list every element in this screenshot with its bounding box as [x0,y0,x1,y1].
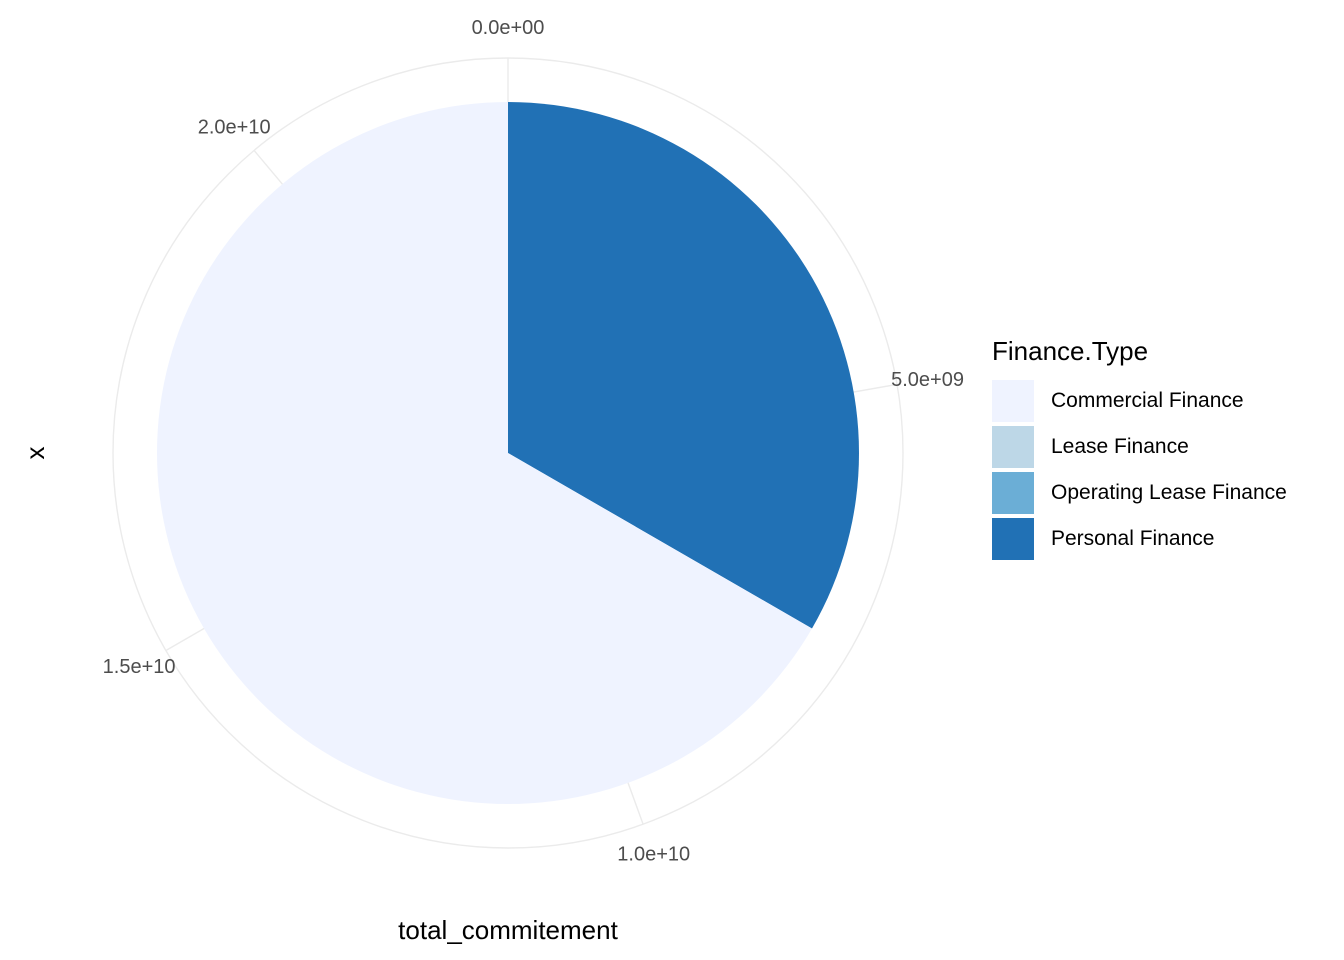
tick-label: 1.5e+10 [103,656,176,678]
legend-item: Personal Finance [992,516,1287,562]
legend-label: Operating Lease Finance [1051,481,1287,504]
legend-title: Finance.Type [992,336,1149,366]
y-axis-title: x [20,447,50,460]
legend-swatch [992,518,1034,560]
angle-tick-labels: 0.0e+00 5.0e+09 1.0e+10 1.5e+10 2.0e+10 [103,17,964,865]
legend-swatch [992,426,1034,468]
tick-label: 5.0e+09 [891,369,964,391]
legend-swatch [992,380,1034,422]
legend-label: Lease Finance [1051,435,1189,458]
legend-swatch [992,472,1034,514]
tick-label: 2.0e+10 [198,117,271,139]
pie-slice [508,102,859,629]
legend-label: Commercial Finance [1051,389,1244,412]
tick-label: 0.0e+00 [472,17,545,39]
legend: Finance.Type Commercial Finance Lease Fi… [992,336,1287,562]
legend-item: Commercial Finance [992,378,1287,424]
legend-item: Operating Lease Finance [992,470,1287,516]
tick-label: 1.0e+10 [617,843,690,865]
pie-slices [156,102,859,804]
legend-label: Personal Finance [1051,527,1215,550]
x-axis-title: total_commitement [398,915,618,945]
pie-slice [156,102,812,804]
legend-item: Lease Finance [992,424,1287,470]
